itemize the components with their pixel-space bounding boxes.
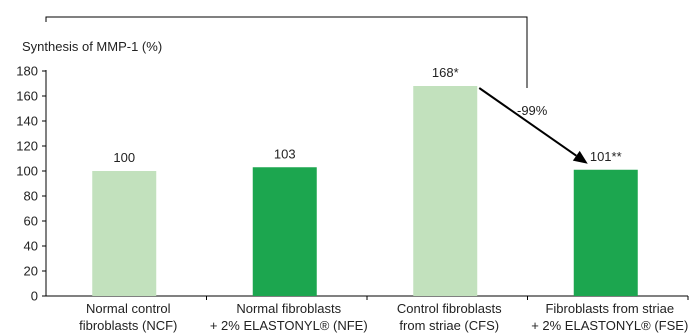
bar xyxy=(413,86,478,296)
annotation-connector xyxy=(45,16,528,88)
category-label: Normal control xyxy=(86,301,171,316)
bar xyxy=(573,169,638,296)
y-tick-label: 20 xyxy=(24,264,38,279)
category-label: from striae (CFS) xyxy=(399,318,499,333)
bar xyxy=(252,167,317,296)
category-label: Normal fibroblasts xyxy=(236,301,341,316)
y-tick-label: 120 xyxy=(16,139,38,154)
category-label: Fibroblasts from striae xyxy=(545,301,674,316)
bar-value-label: 101** xyxy=(590,149,622,164)
y-tick-label: 140 xyxy=(16,114,38,129)
category-labels: Normal control fibroblasts (NCF) Normal fi… xyxy=(79,301,688,333)
y-tick-label: 80 xyxy=(24,189,38,204)
annotation-label: -99% xyxy=(517,103,548,118)
y-axis-title: Synthesis of MMP-1 (%) xyxy=(22,39,162,54)
bar-value-label: 168* xyxy=(432,65,459,80)
bars xyxy=(92,86,638,296)
y-tick-label: 180 xyxy=(16,64,38,79)
annotation: -99% xyxy=(45,16,588,164)
y-tick-label: 160 xyxy=(16,89,38,104)
axes: 0 20 40 60 80 100 120 140 160 180 xyxy=(16,64,689,304)
annotation-arrow-line xyxy=(478,87,577,157)
annotation-arrow-head xyxy=(572,150,588,164)
category-label: + 2% ELASTONYL® (NFE) xyxy=(210,318,368,333)
y-tick-label: 0 xyxy=(31,289,38,304)
data-labels: 100 103 168* 101** xyxy=(113,65,621,165)
category-label: Control fibroblasts xyxy=(397,301,502,316)
y-tick-label: 100 xyxy=(16,164,38,179)
bar-value-label: 103 xyxy=(274,146,296,161)
y-tick-label: 40 xyxy=(24,239,38,254)
category-label: fibroblasts (NCF) xyxy=(79,318,177,333)
bar xyxy=(92,171,157,296)
bar-value-label: 100 xyxy=(113,150,135,165)
category-label: + 2% ELASTONYL® (FSE) xyxy=(531,318,688,333)
y-tick-label: 60 xyxy=(24,214,38,229)
